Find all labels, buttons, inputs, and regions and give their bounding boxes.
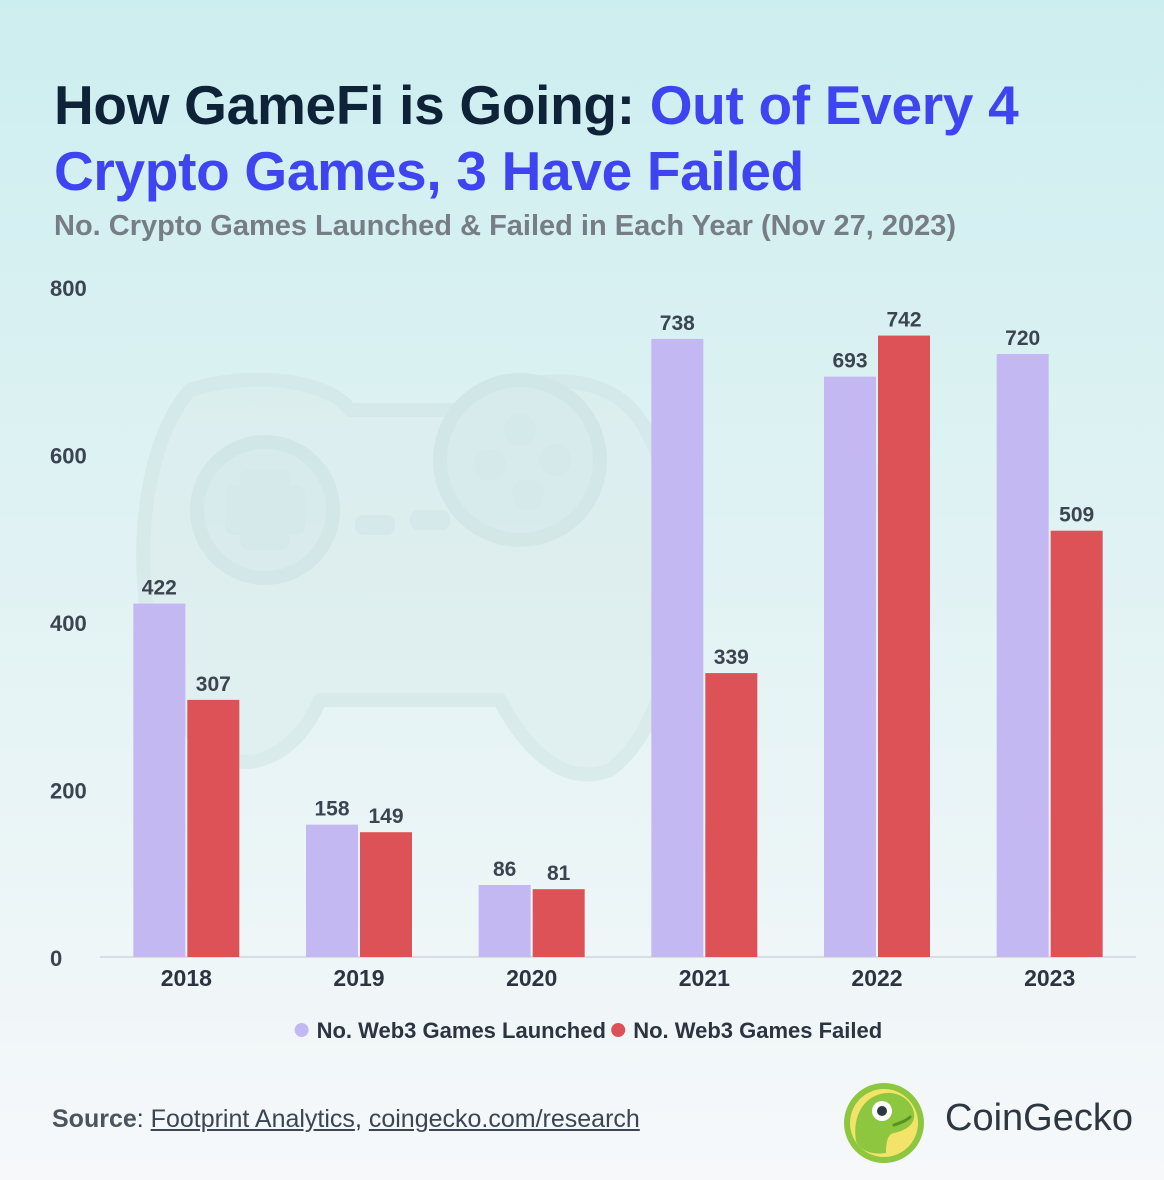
bar-launched-2019 [306, 824, 358, 957]
x-tick-label: 2020 [506, 965, 557, 991]
chart-title-part2: Out of Every 4 Crypto Games, 3 Have Fail… [54, 74, 1019, 202]
legend: No. Web3 Games Launched No. Web3 Games Fa… [294, 1018, 882, 1043]
x-tick-label: 2023 [1024, 965, 1075, 991]
legend-label-failed: No. Web3 Games Failed [633, 1018, 882, 1043]
legend-swatch-failed [611, 1023, 626, 1037]
bar-value-label: 738 [660, 312, 695, 335]
source-link-footprint[interactable]: Footprint Analytics [150, 1105, 355, 1133]
bar-value-label: 149 [368, 805, 403, 828]
bars-group: 422 307 158 149 86 81 738 339 693 742 720 509 [133, 309, 1103, 957]
bar-launched-2021 [651, 338, 704, 957]
x-axis-ticks: 2018 2019 2020 2021 2022 2023 [161, 965, 1076, 991]
source-comma: , [354, 1105, 369, 1133]
chart-subtitle: No. Crypto Games Launched & Failed in Ea… [54, 210, 956, 242]
source-link-coingecko[interactable]: coingecko.com/research [368, 1105, 640, 1133]
chart-title-part1: How GameFi is Going: [54, 74, 650, 136]
source-line: Source: Footprint Analytics, coingecko.c… [52, 1105, 640, 1134]
legend-swatch-launched [294, 1023, 309, 1037]
bar-launched-2020 [478, 884, 531, 957]
bar-failed-2022 [878, 335, 930, 957]
bar-failed-2019 [360, 832, 412, 957]
bar-value-label: 509 [1059, 504, 1094, 527]
y-tick-label: 0 [50, 946, 62, 971]
x-tick-label: 2018 [161, 965, 212, 991]
bar-value-label: 742 [886, 309, 921, 332]
bar-launched-2018 [133, 603, 186, 957]
brand-name: CoinGecko [945, 1097, 1133, 1139]
bar-failed-2020 [532, 889, 585, 957]
source-label: Source [52, 1105, 137, 1133]
bar-value-label: 693 [832, 350, 867, 373]
chart-title: How GameFi is Going: Out of Every 4 Cryp… [54, 72, 1134, 204]
bar-value-label: 422 [142, 577, 177, 600]
x-tick-label: 2019 [333, 965, 384, 991]
y-tick-label: 200 [50, 779, 87, 804]
y-tick-label: 600 [50, 444, 87, 469]
bar-value-label: 307 [196, 673, 231, 696]
bar-launched-2023 [996, 354, 1049, 957]
bar-value-label: 720 [1005, 327, 1040, 350]
bar-value-label: 86 [493, 858, 516, 881]
y-tick-label: 400 [50, 611, 87, 636]
bar-failed-2018 [187, 699, 240, 957]
y-axis-ticks: 0 200 400 600 800 [50, 276, 1136, 971]
bar-launched-2022 [824, 376, 876, 957]
bar-chart: 0 200 400 600 800 422 307 158 149 86 81 738 339 693 7… [50, 276, 1136, 1043]
source-separator: : [136, 1105, 151, 1133]
bar-value-label: 339 [714, 646, 749, 669]
x-tick-label: 2022 [851, 965, 902, 991]
bar-failed-2023 [1050, 530, 1103, 957]
gamepad-watermark-icon [136, 372, 686, 782]
bar-failed-2021 [705, 673, 758, 957]
y-tick-label: 800 [50, 276, 87, 301]
x-tick-label: 2021 [679, 965, 730, 991]
bar-value-label: 158 [314, 798, 349, 821]
legend-label-launched: No. Web3 Games Launched [317, 1018, 606, 1043]
bar-value-label: 81 [547, 862, 571, 885]
gecko-logo-icon [844, 1083, 924, 1163]
